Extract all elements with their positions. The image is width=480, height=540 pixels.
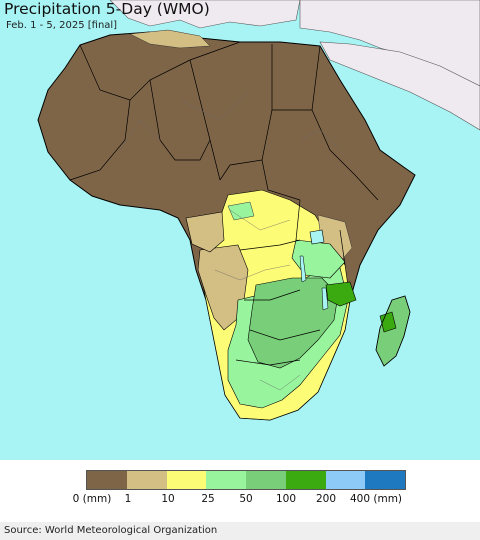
arabian-peninsula xyxy=(319,41,480,131)
legend-swatch-100-200 xyxy=(285,471,326,489)
central-light-green xyxy=(291,239,346,279)
legend-swatch-200-400 xyxy=(325,471,366,489)
precipitation-legend: 0 (mm) 1 10 25 50 100 200 400 (mm) xyxy=(0,460,480,522)
gulf-light-green xyxy=(227,201,255,221)
lake-victoria xyxy=(309,229,325,245)
province-borders xyxy=(119,89,341,391)
legend-tick-400: 400 (mm) xyxy=(349,493,403,505)
legend-tick-50: 50 xyxy=(239,493,253,505)
country-borders xyxy=(69,41,379,366)
lake-malawi xyxy=(321,287,329,311)
legend-swatch-400-plus xyxy=(365,471,405,489)
mozambique-dark-green xyxy=(325,281,357,307)
legend-swatch-50-100 xyxy=(246,471,286,489)
madagascar-island xyxy=(375,295,411,367)
legend-swatch-25-50 xyxy=(206,471,246,489)
madagascar-dark-green xyxy=(379,311,397,333)
legend-swatch-10-25 xyxy=(166,471,207,489)
europe-land xyxy=(109,0,301,29)
legend-swatch-0-1 xyxy=(87,471,127,489)
legend-tick-100: 100 xyxy=(275,493,297,505)
lake-tanganyika xyxy=(299,255,307,283)
map-title: Precipitation 5-Day (WMO) xyxy=(4,0,210,18)
source-credit: Source: World Meteorological Organizatio… xyxy=(4,525,218,536)
map-canvas xyxy=(37,0,480,421)
legend-tick-200: 200 xyxy=(315,493,337,505)
precipitation-map: Precipitation 5-Day (WMO) Feb. 1 - 5, 20… xyxy=(0,0,480,460)
gabon-tan-zone xyxy=(185,211,225,253)
legend-tick-25: 25 xyxy=(201,493,215,505)
legend-tick-1: 1 xyxy=(124,493,132,505)
footer: Source: World Meteorological Organizatio… xyxy=(0,522,480,540)
north-coast-tan xyxy=(129,29,211,49)
zambia-mid-green xyxy=(247,277,339,369)
legend-tick-0: 0 (mm) xyxy=(72,493,112,505)
legend-swatch-1-10 xyxy=(126,471,167,489)
western-tan-zone xyxy=(197,244,249,331)
map-subtitle: Feb. 1 - 5, 2025 [final] xyxy=(6,20,118,31)
legend-tick-10: 10 xyxy=(161,493,175,505)
legend-color-bar xyxy=(86,470,406,490)
